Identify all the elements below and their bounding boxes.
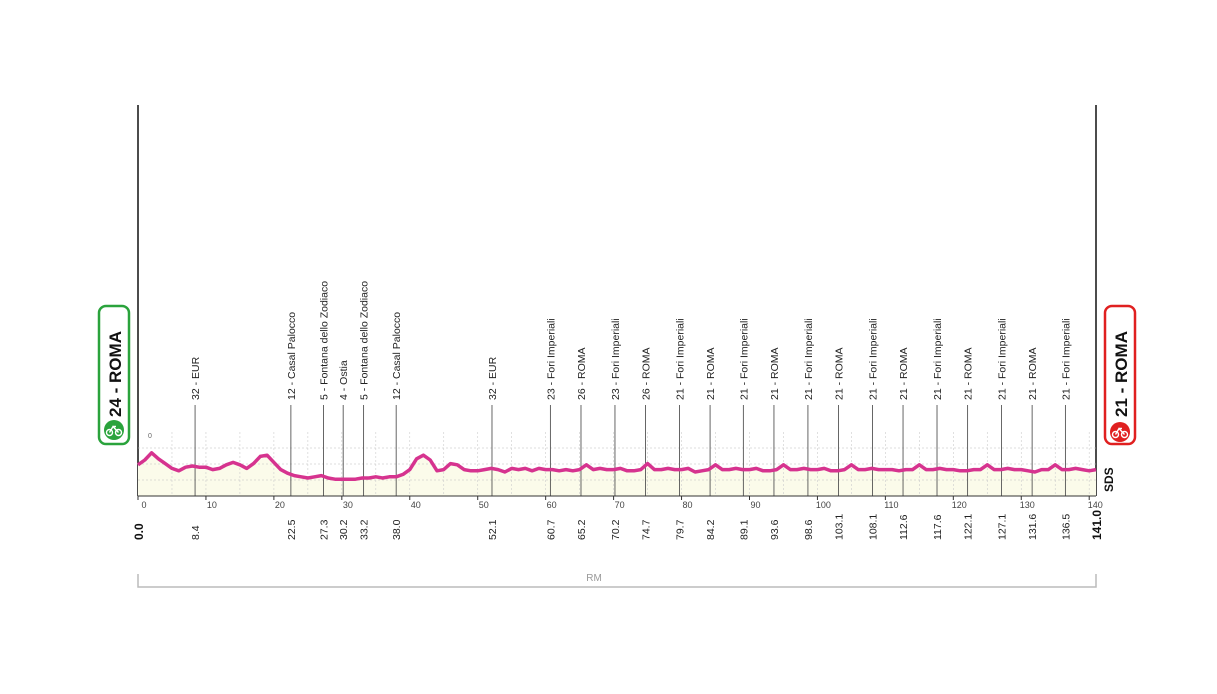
- waypoint-label: 26 - ROMA: [641, 347, 653, 400]
- x-tick-label: 90: [750, 500, 760, 510]
- waypoint-label: 21 - ROMA: [834, 347, 846, 400]
- waypoint-km-label: 65.2: [576, 519, 588, 540]
- y-axis-zero-label: 0: [148, 433, 152, 440]
- waypoint-km-label: 131.6: [1027, 514, 1039, 540]
- x-tick-label: 10: [207, 500, 217, 510]
- finish-badge: 21 - ROMA: [1103, 304, 1137, 446]
- waypoint-km-label: 74.7: [641, 519, 653, 540]
- waypoint-label: 21 - ROMA: [769, 347, 781, 400]
- x-tick-label: 20: [275, 500, 285, 510]
- waypoint-label: 21 - Fori Imperiali: [803, 318, 815, 400]
- x-tick-label: 0: [141, 500, 146, 510]
- waypoint-label: 23 - Fori Imperiali: [610, 318, 622, 400]
- waypoint-km-label: 27.3: [319, 519, 331, 540]
- waypoint-km-label: 52.1: [487, 519, 499, 540]
- waypoint-km-label: 108.1: [868, 514, 880, 540]
- waypoint-label: 32 - EUR: [190, 356, 202, 400]
- waypoint-km-label: 98.6: [803, 519, 815, 540]
- finish-badge-label: 21 - ROMA: [1112, 331, 1131, 417]
- profile-area-fill: [138, 452, 1096, 496]
- brand-logo-text: SDS: [1102, 467, 1116, 492]
- x-tick-label: 40: [411, 500, 421, 510]
- region-bracket: RM: [137, 573, 1097, 588]
- waypoint-label: 21 - Fori Imperiali: [675, 318, 687, 400]
- x-tick-label: 110: [884, 500, 898, 510]
- waypoint-km-label: 127.1: [997, 514, 1009, 540]
- region-label: RM: [586, 573, 602, 584]
- start-km-label: 0.0: [132, 523, 146, 540]
- x-tick-label: 60: [547, 500, 557, 510]
- finish-km-label: 141.0: [1090, 510, 1104, 540]
- waypoint-label: 4 - Ostia: [338, 360, 350, 400]
- waypoint-km-label: 79.7: [675, 519, 687, 540]
- waypoint-label: 21 - Fori Imperiali: [868, 318, 880, 400]
- waypoint-km-label: 38.0: [391, 519, 403, 540]
- waypoint-label: 21 - Fori Imperiali: [932, 318, 944, 400]
- x-tick-label: 70: [615, 500, 625, 510]
- waypoint-km-label: 103.1: [834, 514, 846, 540]
- x-tick-label: 140: [1088, 500, 1103, 510]
- start-badge: 24 - ROMA: [97, 304, 131, 446]
- waypoint-km-label: 136.5: [1060, 514, 1072, 540]
- waypoint-label: 21 - Fori Imperiali: [738, 318, 750, 400]
- waypoint-label: 26 - ROMA: [576, 347, 588, 400]
- waypoint-label: 21 - ROMA: [898, 347, 910, 400]
- waypoint-km-label: 117.6: [932, 514, 944, 540]
- waypoint-km-label: 60.7: [545, 519, 557, 540]
- waypoint-label: 32 - EUR: [487, 356, 499, 400]
- waypoint-label: 21 - ROMA: [705, 347, 717, 400]
- waypoint-label: 21 - Fori Imperiali: [997, 318, 1009, 400]
- waypoint-label: 23 - Fori Imperiali: [545, 318, 557, 400]
- x-axis-ticks: 0 10 20 30 40 50 60 70 80 90 100 110 120 130 140: [137, 496, 1103, 510]
- waypoint-km-label: 70.2: [610, 519, 622, 540]
- waypoint-km-label: 30.2: [338, 519, 350, 540]
- waypoint-label: 21 - ROMA: [1027, 347, 1039, 400]
- waypoint-km-label: 8.4: [190, 525, 202, 540]
- x-tick-label: 80: [683, 500, 693, 510]
- waypoint-label: 21 - Fori Imperiali: [1060, 318, 1072, 400]
- waypoint-label: 21 - ROMA: [963, 347, 975, 400]
- waypoint-km-label: 22.5: [286, 519, 298, 540]
- waypoint-km-label: 93.6: [769, 519, 781, 540]
- start-badge-label: 24 - ROMA: [106, 331, 125, 417]
- x-tick-label: 50: [479, 500, 489, 510]
- waypoint-km-label: 112.6: [898, 514, 910, 540]
- waypoint-label: 12 - Casal Palocco: [286, 312, 298, 400]
- x-tick-label: 100: [816, 500, 831, 510]
- waypoint-km-label: 89.1: [738, 519, 750, 540]
- waypoint-label: 12 - Casal Palocco: [391, 312, 403, 400]
- waypoint-labels: 32 - EUR 12 - Casal Palocco 5 - Fontana de…: [190, 281, 1072, 400]
- waypoint-km-label: 122.1: [963, 514, 975, 540]
- x-tick-label: 30: [343, 500, 353, 510]
- x-tick-label: 130: [1020, 500, 1035, 510]
- waypoint-km-label: 33.2: [359, 519, 371, 540]
- waypoint-km-labels: 8.4 22.5 27.3 30.2 33.2 38.0 52.1 60.7 65.2 70.2 7…: [190, 514, 1072, 540]
- elevation-profile-line: [136, 451, 1097, 481]
- waypoint-label: 5 - Fontana dello Zodiaco: [359, 281, 371, 400]
- x-tick-label: 120: [952, 500, 967, 510]
- waypoint-label: 5 - Fontana dello Zodiaco: [319, 281, 331, 400]
- waypoint-km-label: 84.2: [705, 519, 717, 540]
